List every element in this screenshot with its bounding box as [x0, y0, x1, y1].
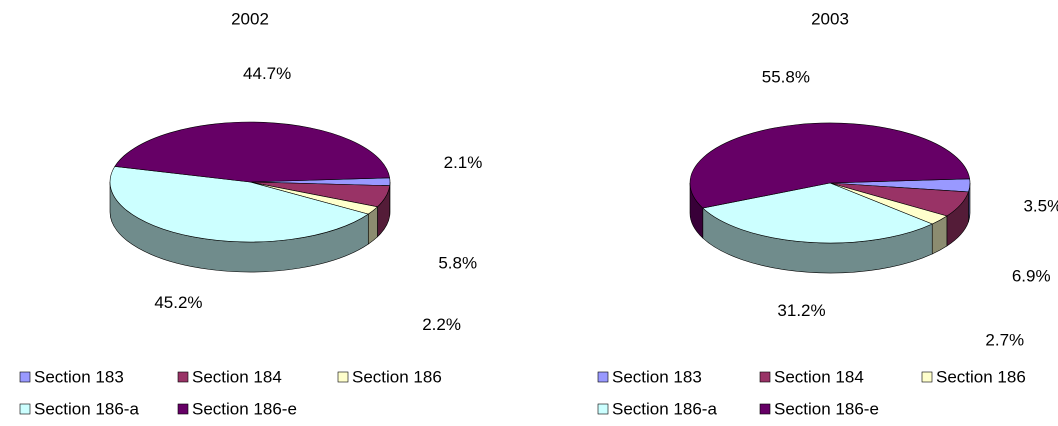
legend-label: Section 183 — [612, 367, 702, 386]
value-label: 2.2% — [422, 315, 461, 334]
pie-slice — [114, 121, 391, 183]
chart-title: 2003 — [811, 9, 849, 28]
legend-label: Section 186-a — [34, 399, 139, 418]
legend-swatch — [177, 371, 189, 383]
legend-label: Section 186-a — [612, 399, 717, 418]
pie-slice — [249, 181, 391, 238]
pie-slice — [829, 182, 969, 247]
value-label: 44.7% — [243, 64, 291, 83]
slice-top — [702, 182, 933, 244]
pie-slice — [829, 182, 948, 255]
legend-swatch — [177, 403, 189, 415]
legend-label: Section 183 — [34, 367, 124, 386]
legend-swatch — [921, 371, 933, 383]
legend-swatch — [19, 403, 31, 415]
pie-slice — [689, 122, 971, 239]
legend-label: Section 186 — [936, 367, 1026, 386]
legend-swatch — [337, 371, 349, 383]
value-label: 2.7% — [985, 330, 1024, 349]
pie-slice — [109, 166, 369, 273]
slice-top — [114, 121, 391, 183]
legend-swatch — [597, 403, 609, 415]
legend-label: Section 186-e — [774, 399, 879, 418]
legend-swatch — [597, 371, 609, 383]
pie-slice — [702, 182, 933, 274]
legend-label: Section 184 — [192, 367, 282, 386]
slice-top — [689, 122, 971, 209]
legend-label: Section 186 — [352, 367, 442, 386]
value-label: 31.2% — [777, 301, 825, 320]
value-label: 3.5% — [1023, 196, 1058, 215]
value-label: 55.8% — [762, 68, 810, 87]
legend-swatch — [19, 371, 31, 383]
value-label: 6.9% — [1012, 266, 1051, 285]
value-label: 45.2% — [154, 293, 202, 312]
legend-swatch — [759, 371, 771, 383]
value-label: 2.1% — [444, 153, 483, 172]
chart-title: 2002 — [231, 9, 269, 28]
legend-label: Section 184 — [774, 367, 864, 386]
slice-top — [109, 166, 369, 243]
legend-label: Section 186-e — [192, 399, 297, 418]
value-label: 5.8% — [438, 254, 477, 273]
legend-swatch — [759, 403, 771, 415]
